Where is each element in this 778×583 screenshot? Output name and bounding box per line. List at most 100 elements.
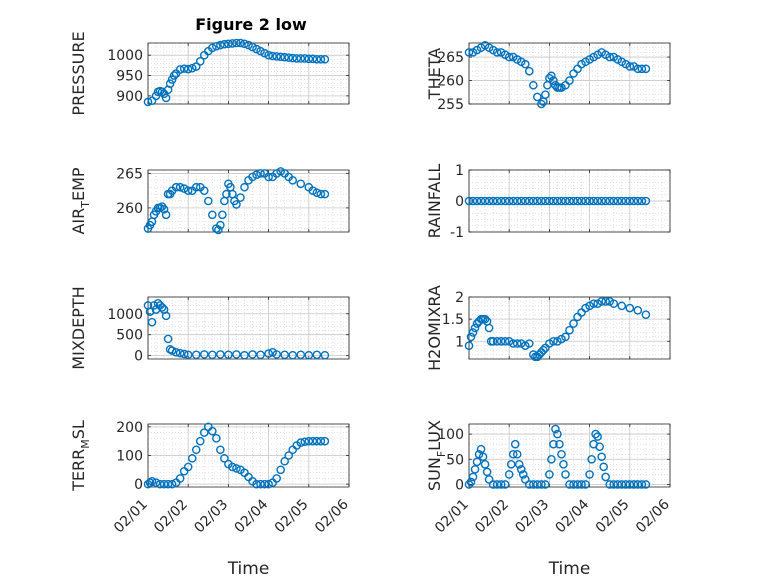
data-point xyxy=(183,186,193,195)
data-point xyxy=(504,470,514,479)
data-point xyxy=(167,479,177,489)
data-point xyxy=(537,99,546,109)
data-point xyxy=(464,196,474,206)
data-point xyxy=(312,350,322,360)
data-point xyxy=(595,442,604,451)
data-point xyxy=(637,64,647,74)
y-tick-label: 2 xyxy=(455,290,464,306)
data-point xyxy=(214,225,223,235)
figure-title: Figure 2 low xyxy=(195,15,307,34)
data-point xyxy=(248,172,257,182)
data-point xyxy=(167,346,177,355)
data-point xyxy=(151,478,161,488)
x-axis-label: Time xyxy=(548,559,591,579)
data-point xyxy=(145,478,155,488)
axes-box xyxy=(147,296,350,360)
data-point xyxy=(525,480,534,489)
y-axis-label: PRESSURE xyxy=(69,31,88,115)
data-point xyxy=(466,332,476,342)
data-point xyxy=(191,62,201,71)
data-point xyxy=(175,348,185,358)
data-point xyxy=(565,325,574,335)
axes-box xyxy=(468,296,671,360)
data-point xyxy=(565,196,574,206)
y-tick-label: 255 xyxy=(437,97,464,113)
data-point xyxy=(248,350,257,359)
data-point xyxy=(276,167,285,176)
x-tick-label: 02/05 xyxy=(593,497,633,537)
data-point xyxy=(288,176,298,185)
data-point xyxy=(320,54,330,64)
data-point xyxy=(561,196,570,206)
y-tick-label: 950 xyxy=(116,69,143,85)
y-tick-label: 1000 xyxy=(107,307,143,323)
data-point xyxy=(183,64,193,74)
y-tick-label: 260 xyxy=(116,201,143,217)
x-tick-label: 02/04 xyxy=(553,496,593,536)
data-point xyxy=(199,186,209,195)
data-point xyxy=(488,196,498,206)
data-point xyxy=(589,196,598,206)
data-point xyxy=(569,480,578,489)
data-point xyxy=(232,38,241,48)
subplot-terr-msl: 0 100 200 02/01 02/02 02/03 02/04 02/05 02/06 Tim… xyxy=(69,420,352,579)
data-point xyxy=(605,480,615,489)
y-tick-label: 50 xyxy=(446,452,464,468)
data-point xyxy=(605,196,615,206)
data-point xyxy=(625,480,635,489)
data-point xyxy=(637,480,647,489)
data-point xyxy=(472,457,482,467)
x-tick-label: 02/04 xyxy=(232,496,272,536)
data-point xyxy=(296,350,306,360)
data-point xyxy=(179,64,189,73)
y-tick-label: 1.5 xyxy=(442,312,464,328)
data-point xyxy=(256,46,265,56)
data-point xyxy=(496,336,506,346)
data-point xyxy=(218,210,227,220)
data-point xyxy=(220,39,229,49)
data-point xyxy=(272,52,281,61)
data-point xyxy=(537,196,546,206)
data-point xyxy=(496,480,506,489)
data-point xyxy=(589,299,598,308)
data-point xyxy=(296,54,306,63)
y-tick-label: 1 xyxy=(455,163,464,179)
data-point xyxy=(316,189,326,199)
data-point xyxy=(549,196,558,206)
data-point xyxy=(476,196,486,206)
data-point xyxy=(561,470,570,479)
data-point xyxy=(272,169,281,178)
data-point xyxy=(508,449,518,459)
data-point xyxy=(312,188,322,198)
data-point xyxy=(533,480,542,489)
data-point xyxy=(284,53,294,62)
data-point xyxy=(549,76,558,85)
data-point xyxy=(601,297,610,306)
data-point xyxy=(601,196,610,206)
data-point xyxy=(264,479,273,489)
data-point xyxy=(605,52,615,62)
data-point xyxy=(161,93,171,103)
data-point xyxy=(248,42,257,52)
data-point xyxy=(520,59,530,69)
data-point xyxy=(191,350,201,360)
data-point xyxy=(629,196,639,206)
x-tick-label: 02/06 xyxy=(312,496,352,536)
data-point xyxy=(228,39,237,48)
data-point xyxy=(208,426,217,436)
data-point xyxy=(312,436,322,446)
data-point xyxy=(316,54,326,64)
data-point xyxy=(514,460,524,469)
data-point xyxy=(533,196,542,206)
data-point xyxy=(320,350,330,360)
data-point xyxy=(264,50,273,60)
data-point xyxy=(492,336,502,346)
data-point xyxy=(272,474,281,483)
data-point xyxy=(296,179,306,189)
data-point xyxy=(256,479,265,489)
data-point xyxy=(585,196,594,206)
data-point xyxy=(516,196,526,206)
data-point xyxy=(525,339,534,348)
data-point xyxy=(292,54,302,63)
data-point xyxy=(504,196,514,206)
